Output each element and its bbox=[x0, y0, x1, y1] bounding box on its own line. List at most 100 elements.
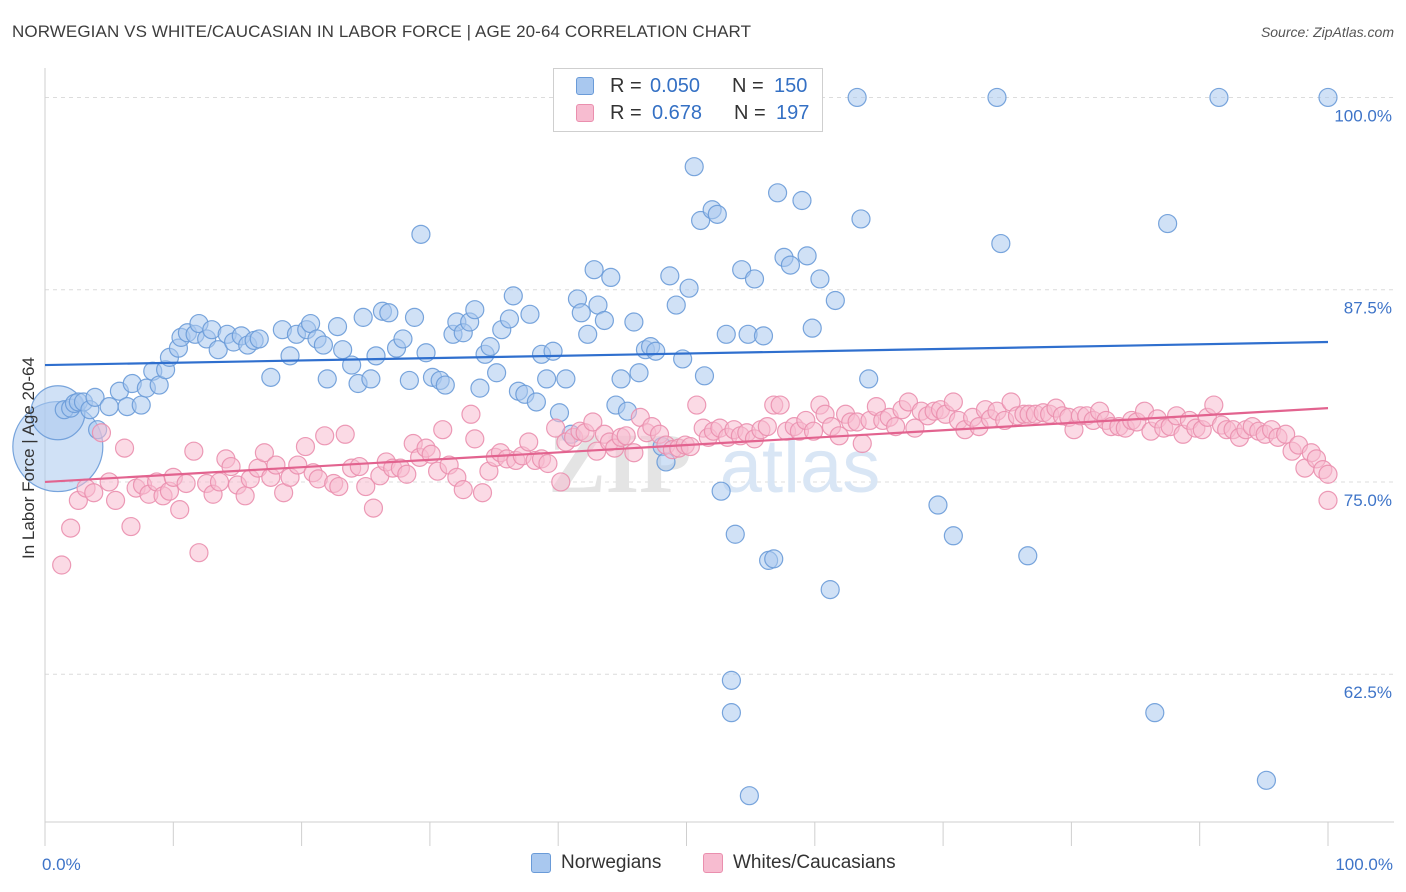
whites-point bbox=[397, 464, 417, 484]
norwegians-point bbox=[499, 309, 520, 329]
whites-point bbox=[288, 455, 308, 475]
norwegians-point bbox=[646, 341, 666, 361]
norwegians-point bbox=[987, 87, 1007, 108]
legend-label-norwegians: Norwegians bbox=[561, 852, 662, 873]
norwegians-point bbox=[208, 340, 228, 360]
norwegians-point bbox=[571, 303, 591, 323]
stats-row-norwegians: R = 0.050 N = 150 bbox=[576, 74, 807, 98]
norwegians-trend-line bbox=[44, 340, 1329, 367]
norwegians-point bbox=[739, 786, 759, 806]
whites-point bbox=[1276, 424, 1296, 444]
legend-item-whites: Whites/Caucasians bbox=[703, 852, 896, 874]
whites-trend-line bbox=[44, 407, 1329, 484]
whites-point bbox=[349, 456, 369, 477]
norwegians-point bbox=[313, 335, 334, 355]
norwegians-point bbox=[851, 209, 871, 229]
whites-point bbox=[184, 441, 204, 461]
whites-point bbox=[519, 432, 539, 452]
grid-lines bbox=[45, 96, 1394, 675]
stats-row-whites: R = 0.678 N = 197 bbox=[576, 101, 809, 125]
norwegians-point bbox=[1145, 703, 1165, 723]
whites-point bbox=[114, 438, 135, 458]
n-label: N = bbox=[732, 74, 764, 97]
norwegians-point bbox=[611, 369, 631, 389]
norwegians-point bbox=[543, 341, 563, 361]
y-tick-label: 87.5% bbox=[1344, 299, 1392, 318]
norwegians-point bbox=[711, 481, 731, 501]
whites-point bbox=[105, 490, 126, 511]
whites-point bbox=[886, 416, 906, 437]
norwegians-point bbox=[503, 286, 523, 306]
norwegians-point bbox=[327, 317, 348, 337]
norwegians-point bbox=[721, 703, 742, 723]
whites-point bbox=[266, 455, 286, 475]
whites-point bbox=[687, 395, 707, 415]
whites-point bbox=[254, 443, 274, 463]
norwegians-point bbox=[716, 324, 736, 344]
whites-point bbox=[472, 483, 493, 503]
norwegians-point bbox=[624, 312, 644, 332]
norwegians-point bbox=[721, 670, 742, 690]
norwegians-point bbox=[249, 329, 269, 349]
norwegians-point bbox=[928, 495, 948, 515]
whites-point bbox=[121, 516, 141, 537]
norwegians-point bbox=[797, 246, 817, 266]
whites-point bbox=[221, 456, 241, 477]
norwegians-point bbox=[859, 369, 879, 389]
norwegians-point bbox=[707, 204, 727, 224]
norwegians-point bbox=[820, 580, 840, 600]
series-legend: Norwegians Whites/Caucasians bbox=[0, 852, 1406, 878]
norwegians-point bbox=[578, 324, 598, 344]
norwegians-point bbox=[780, 255, 801, 275]
whites-point bbox=[546, 418, 566, 438]
norwegians-point bbox=[725, 524, 745, 544]
whites-point bbox=[315, 426, 335, 446]
norwegians-point bbox=[280, 346, 300, 366]
norwegians-point bbox=[261, 367, 281, 387]
whites-point bbox=[209, 472, 230, 492]
trend-lines bbox=[44, 340, 1329, 484]
chart-title: NORWEGIAN VS WHITE/CAUCASIAN IN LABOR FO… bbox=[12, 22, 752, 41]
norwegians-point bbox=[520, 304, 540, 324]
whites-point bbox=[551, 472, 571, 492]
whites-point bbox=[583, 412, 603, 432]
legend-swatch-whites bbox=[576, 104, 594, 122]
whites-point bbox=[757, 416, 777, 437]
norwegians-point bbox=[99, 396, 119, 417]
legend-swatch-norwegians bbox=[576, 77, 594, 95]
norwegians-point bbox=[487, 363, 507, 383]
norwegians-point bbox=[825, 290, 845, 311]
x-tick-label: 0.0% bbox=[42, 855, 81, 874]
norwegians-point bbox=[764, 549, 784, 569]
r-value: 0.678 bbox=[652, 101, 703, 124]
norwegians-point bbox=[1158, 213, 1178, 234]
whites-point bbox=[335, 424, 355, 444]
norwegians-point bbox=[537, 369, 557, 389]
norwegians-point bbox=[684, 157, 704, 177]
norwegians-point bbox=[85, 387, 105, 407]
whites-point bbox=[461, 404, 481, 424]
norwegians-point bbox=[393, 329, 413, 349]
y-tick-label: 62.5% bbox=[1344, 683, 1392, 702]
whites-point bbox=[433, 420, 453, 440]
whites-point bbox=[52, 555, 72, 575]
whites-point bbox=[99, 472, 119, 492]
whites-point bbox=[1204, 395, 1224, 415]
whites-point bbox=[235, 486, 255, 506]
y-tick-label: 100.0% bbox=[1334, 106, 1392, 125]
norwegians-point bbox=[379, 303, 399, 323]
r-value: 0.050 bbox=[650, 74, 701, 97]
n-label: N = bbox=[734, 101, 766, 124]
norwegians-point bbox=[465, 300, 485, 320]
whites-point bbox=[538, 453, 558, 474]
whites-point bbox=[624, 443, 644, 463]
norwegians-point bbox=[1209, 87, 1229, 108]
whites-point bbox=[852, 433, 872, 454]
n-value: 150 bbox=[774, 74, 808, 97]
whites-point bbox=[465, 429, 485, 449]
legend-swatch-norwegians bbox=[531, 853, 551, 873]
norwegians-point bbox=[411, 224, 431, 244]
norwegians-point bbox=[792, 190, 812, 211]
norwegians-point bbox=[404, 307, 425, 327]
